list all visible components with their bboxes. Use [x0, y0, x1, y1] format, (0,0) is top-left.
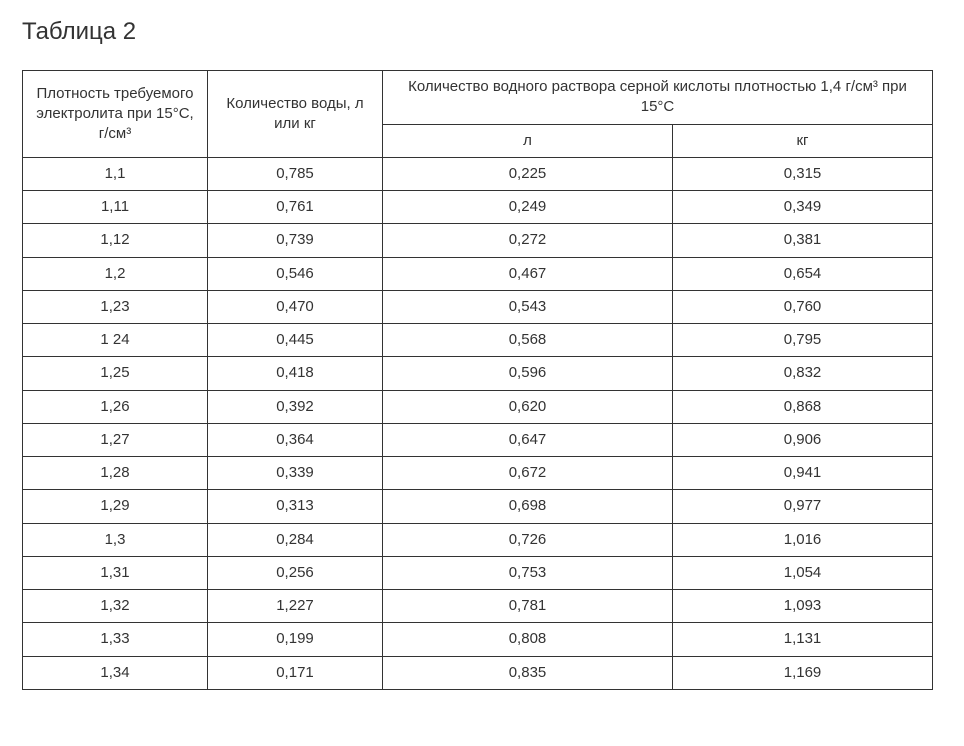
- cell-density: 1,26: [23, 390, 208, 423]
- table-row: 1,30,2840,7261,016: [23, 523, 933, 556]
- cell-acid_l: 0,225: [383, 157, 673, 190]
- cell-acid_kg: 0,832: [673, 357, 933, 390]
- cell-acid_kg: 1,054: [673, 556, 933, 589]
- cell-acid_l: 0,808: [383, 623, 673, 656]
- cell-density: 1,28: [23, 457, 208, 490]
- cell-acid_kg: 0,315: [673, 157, 933, 190]
- table-row: 1,20,5460,4670,654: [23, 257, 933, 290]
- cell-water: 0,199: [208, 623, 383, 656]
- cell-acid_kg: 0,906: [673, 423, 933, 456]
- cell-acid_kg: 1,169: [673, 656, 933, 689]
- table-header: Плотность требуемого электролита при 15°…: [23, 71, 933, 158]
- cell-acid_kg: 0,795: [673, 324, 933, 357]
- cell-density: 1,27: [23, 423, 208, 456]
- cell-acid_kg: 1,016: [673, 523, 933, 556]
- header-water: Количество воды, л или кг: [208, 71, 383, 158]
- cell-density: 1 24: [23, 324, 208, 357]
- cell-water: 0,313: [208, 490, 383, 523]
- table-row: 1,290,3130,6980,977: [23, 490, 933, 523]
- cell-acid_l: 0,596: [383, 357, 673, 390]
- cell-acid_l: 0,620: [383, 390, 673, 423]
- cell-water: 0,761: [208, 191, 383, 224]
- cell-water: 0,284: [208, 523, 383, 556]
- header-acid-kg: кг: [673, 124, 933, 157]
- cell-acid_kg: 0,868: [673, 390, 933, 423]
- cell-acid_kg: 0,977: [673, 490, 933, 523]
- cell-acid_l: 0,726: [383, 523, 673, 556]
- cell-water: 0,785: [208, 157, 383, 190]
- cell-acid_kg: 0,760: [673, 290, 933, 323]
- cell-water: 0,364: [208, 423, 383, 456]
- cell-acid_l: 0,672: [383, 457, 673, 490]
- cell-density: 1,25: [23, 357, 208, 390]
- cell-density: 1,2: [23, 257, 208, 290]
- cell-density: 1,11: [23, 191, 208, 224]
- cell-water: 0,256: [208, 556, 383, 589]
- cell-water: 0,739: [208, 224, 383, 257]
- table-row: 1,310,2560,7531,054: [23, 556, 933, 589]
- cell-water: 0,470: [208, 290, 383, 323]
- cell-density: 1,31: [23, 556, 208, 589]
- table-row: 1,250,4180,5960,832: [23, 357, 933, 390]
- cell-acid_l: 0,568: [383, 324, 673, 357]
- cell-density: 1,12: [23, 224, 208, 257]
- table-row: 1,280,3390,6720,941: [23, 457, 933, 490]
- cell-acid_kg: 1,093: [673, 590, 933, 623]
- cell-acid_l: 0,647: [383, 423, 673, 456]
- cell-acid_l: 0,249: [383, 191, 673, 224]
- cell-acid_l: 0,781: [383, 590, 673, 623]
- table-row: 1,270,3640,6470,906: [23, 423, 933, 456]
- cell-acid_l: 0,698: [383, 490, 673, 523]
- cell-density: 1,34: [23, 656, 208, 689]
- cell-acid_kg: 0,381: [673, 224, 933, 257]
- table-row: 1,330,1990,8081,131: [23, 623, 933, 656]
- table-body: 1,10,7850,2250,3151,110,7610,2490,3491,1…: [23, 157, 933, 689]
- cell-acid_l: 0,272: [383, 224, 673, 257]
- table-row: 1,230,4700,5430,760: [23, 290, 933, 323]
- cell-density: 1,23: [23, 290, 208, 323]
- cell-water: 0,546: [208, 257, 383, 290]
- cell-water: 0,339: [208, 457, 383, 490]
- cell-water: 1,227: [208, 590, 383, 623]
- cell-water: 0,392: [208, 390, 383, 423]
- cell-density: 1,1: [23, 157, 208, 190]
- table-row: 1,321,2270,7811,093: [23, 590, 933, 623]
- header-acid-l: л: [383, 124, 673, 157]
- table-row: 1,260,3920,6200,868: [23, 390, 933, 423]
- cell-acid_l: 0,835: [383, 656, 673, 689]
- header-density: Плотность требуемого электролита при 15°…: [23, 71, 208, 158]
- cell-density: 1,29: [23, 490, 208, 523]
- table-row: 1,120,7390,2720,381: [23, 224, 933, 257]
- cell-density: 1,32: [23, 590, 208, 623]
- cell-water: 0,418: [208, 357, 383, 390]
- cell-water: 0,445: [208, 324, 383, 357]
- electrolyte-table: Плотность требуемого электролита при 15°…: [22, 70, 933, 690]
- table-row: 1,340,1710,8351,169: [23, 656, 933, 689]
- cell-acid_kg: 1,131: [673, 623, 933, 656]
- table-row: 1,110,7610,2490,349: [23, 191, 933, 224]
- cell-acid_l: 0,753: [383, 556, 673, 589]
- cell-acid_kg: 0,941: [673, 457, 933, 490]
- table-row: 1 240,4450,5680,795: [23, 324, 933, 357]
- cell-acid_kg: 0,654: [673, 257, 933, 290]
- table-title: Таблица 2: [22, 18, 942, 46]
- cell-acid_kg: 0,349: [673, 191, 933, 224]
- cell-density: 1,33: [23, 623, 208, 656]
- header-acid-group: Количество водного раствора серной кисло…: [383, 71, 933, 125]
- cell-acid_l: 0,467: [383, 257, 673, 290]
- cell-water: 0,171: [208, 656, 383, 689]
- cell-density: 1,3: [23, 523, 208, 556]
- table-row: 1,10,7850,2250,315: [23, 157, 933, 190]
- cell-acid_l: 0,543: [383, 290, 673, 323]
